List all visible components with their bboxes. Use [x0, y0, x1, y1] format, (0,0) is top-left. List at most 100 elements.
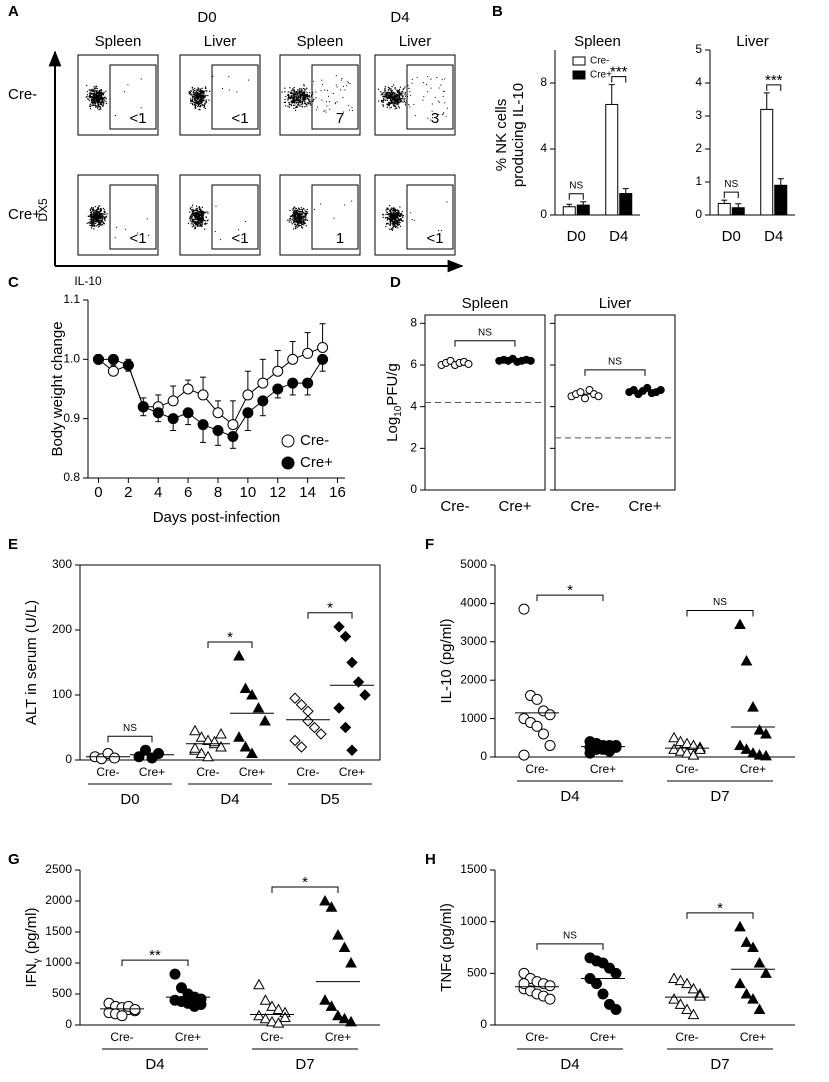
event-dot	[391, 219, 393, 221]
event-dot	[310, 95, 312, 97]
event-dot	[386, 207, 388, 209]
event-dot	[197, 215, 199, 217]
event-dot	[89, 224, 91, 226]
event-dot	[196, 90, 198, 92]
event-dot	[98, 96, 100, 98]
event-dot	[391, 94, 393, 96]
event-dot	[402, 215, 405, 217]
event-dot	[97, 215, 99, 217]
event-dot	[105, 216, 107, 218]
plot-frame	[79, 564, 381, 761]
event-dot	[382, 100, 384, 102]
event-dot	[398, 219, 400, 221]
event-dot	[296, 225, 298, 227]
event-dot	[387, 216, 389, 218]
event-dot	[391, 100, 393, 102]
event-dot	[293, 213, 295, 215]
event-dot	[100, 93, 102, 95]
event-dot	[95, 215, 97, 217]
event-dot	[387, 89, 389, 91]
triangle-marker	[674, 974, 687, 986]
event-dot	[104, 213, 106, 215]
event-dot	[392, 215, 395, 217]
event-dot	[389, 92, 391, 94]
panel-letter: D	[390, 274, 401, 291]
circle-marker	[227, 419, 239, 431]
event-dot	[203, 95, 206, 97]
event-dot	[387, 86, 389, 88]
event-dot	[191, 216, 193, 218]
event-dot	[295, 216, 297, 218]
event-dot	[400, 214, 402, 216]
event-dot	[320, 203, 322, 205]
event-dot	[292, 101, 294, 103]
row-label: Cre-	[8, 86, 37, 103]
event-dot	[196, 211, 198, 213]
triangle-marker	[747, 747, 759, 758]
event-dot	[198, 94, 200, 96]
event-dot	[100, 220, 102, 222]
event-dot	[194, 220, 197, 223]
panel-letter: F	[425, 536, 434, 553]
event-dot	[384, 91, 386, 93]
event-dot	[392, 223, 394, 225]
event-dot	[443, 112, 445, 114]
event-dot	[291, 94, 293, 96]
x-axis-label: Days post-infection	[153, 509, 281, 526]
y-axis-label: Body weight change	[49, 321, 66, 456]
event-dot	[422, 99, 424, 101]
event-dot	[288, 95, 290, 97]
event-dot	[387, 96, 389, 99]
triangle-marker	[668, 731, 680, 743]
event-dot	[294, 215, 296, 217]
event-dot	[93, 219, 95, 222]
event-dot	[320, 90, 322, 92]
y-axis-label: % NK cellsproducing IL-10	[493, 83, 527, 187]
y-tick-label: 0	[540, 207, 547, 221]
event-dot	[97, 103, 99, 105]
event-dot	[399, 222, 401, 224]
y-tick-label: 4	[410, 399, 417, 413]
event-dot	[199, 214, 201, 216]
event-dot	[388, 91, 390, 94]
event-dot	[106, 213, 108, 215]
event-dot	[105, 90, 107, 92]
event-dot	[302, 103, 304, 105]
x-tick-label: Cre+	[590, 762, 616, 776]
panel-title: Spleen	[574, 33, 621, 50]
circle-marker	[133, 751, 145, 763]
event-dot	[92, 220, 94, 222]
event-dot	[395, 99, 397, 101]
day-label: D0	[197, 9, 216, 26]
event-dot	[411, 82, 413, 84]
circle-marker	[92, 353, 104, 365]
event-dot	[200, 224, 202, 226]
event-dot	[94, 104, 96, 106]
event-dot	[196, 212, 198, 214]
event-dot	[190, 215, 192, 217]
sig-label: ***	[610, 64, 628, 81]
event-dot	[92, 98, 94, 100]
event-dot	[92, 209, 94, 211]
event-dot	[194, 96, 196, 98]
event-dot	[298, 208, 300, 211]
triangle-marker	[734, 739, 746, 750]
event-dot	[395, 217, 397, 219]
event-dot	[289, 87, 291, 89]
event-dot	[192, 213, 195, 215]
event-dot	[200, 100, 202, 102]
event-dot	[393, 207, 395, 209]
event-dot	[302, 98, 304, 100]
event-dot	[306, 93, 308, 96]
event-dot	[106, 215, 108, 217]
event-dot	[442, 90, 444, 92]
event-dot	[295, 219, 298, 221]
event-dot	[385, 213, 387, 215]
event-dot	[400, 101, 402, 103]
triangle-marker	[674, 745, 687, 756]
group-label: D7	[295, 1056, 314, 1073]
event-dot	[303, 220, 305, 222]
event-dot	[295, 221, 297, 223]
event-dot	[395, 106, 397, 108]
event-dot	[215, 205, 217, 207]
